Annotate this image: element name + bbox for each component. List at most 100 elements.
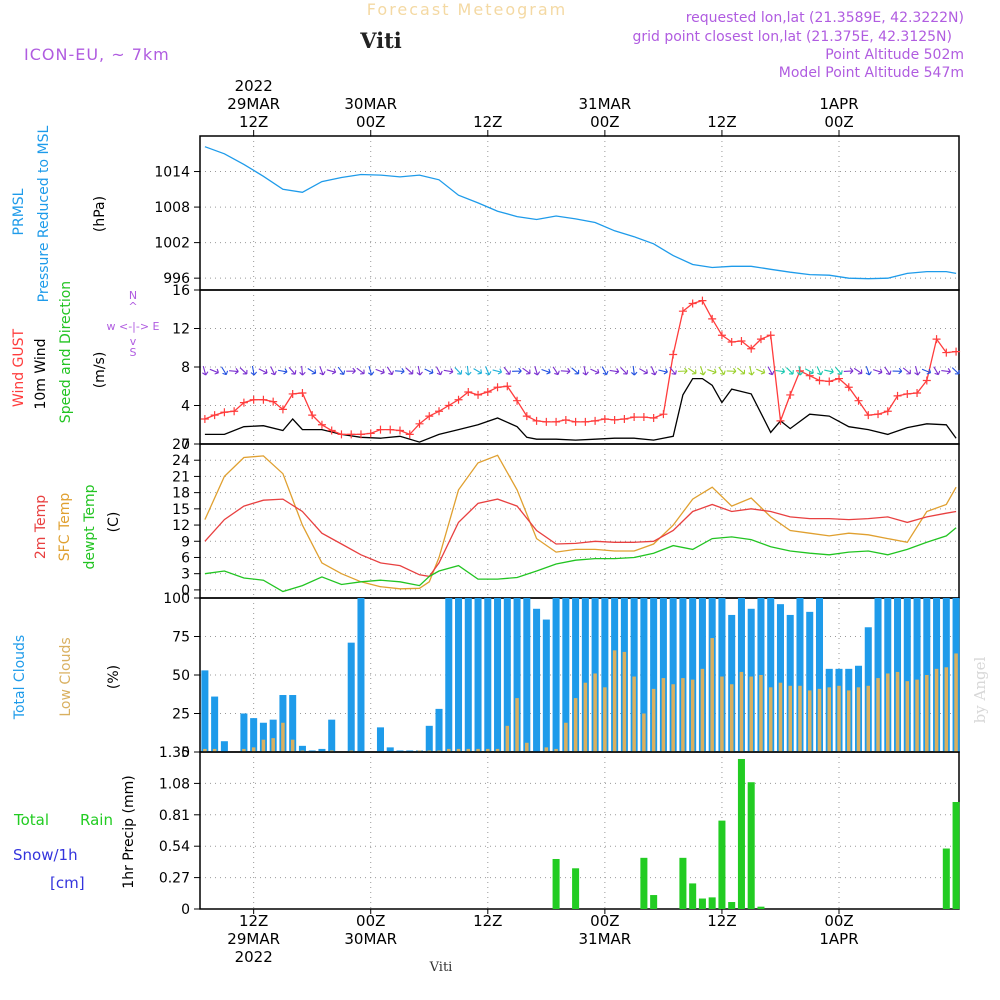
wind-speed-line [204, 377, 957, 443]
wind-direction-arrow [796, 365, 804, 376]
y-tick-label: 1.35 [159, 745, 190, 761]
gust-marker [356, 430, 365, 439]
low-cloud-bar [271, 738, 275, 752]
total-cloud-bar [542, 619, 550, 752]
total-cloud-bar [669, 598, 677, 752]
pressure-unit: (hPa) [92, 196, 108, 232]
low-cloud-bar [866, 685, 871, 752]
top-time-label: 1APR [819, 95, 858, 113]
gust-marker [308, 411, 317, 420]
bottom-time-label: 31MAR [579, 930, 632, 948]
wind-direction-arrow [699, 366, 706, 376]
total-cloud-bar [259, 722, 267, 752]
gust-marker [220, 408, 229, 417]
low-cloud-bar [759, 675, 763, 752]
gust-marker [708, 314, 717, 323]
gust-marker [366, 429, 375, 438]
wind-direction-arrow [865, 366, 872, 376]
total-cloud-bar [572, 598, 580, 752]
total-cloud-bar [640, 598, 648, 752]
bottom-time-label: 12Z [473, 912, 502, 930]
gust-marker [298, 388, 307, 397]
temp2m-label: 2m Temp [33, 495, 49, 559]
low-cloud-bar [671, 684, 675, 752]
total-cloud-bar [903, 598, 911, 752]
gust-marker [464, 388, 473, 397]
total-cloud-bar [776, 604, 784, 752]
bottom-time-label: 29MAR [227, 930, 280, 948]
low-cloud-bar [329, 750, 334, 752]
y-tick-label: 27 [172, 437, 190, 453]
wind-direction-arrow [367, 366, 375, 376]
gust-marker [620, 414, 629, 423]
low-cloud-bar [290, 739, 295, 752]
gust-marker [386, 425, 395, 434]
total-cloud-bar [494, 598, 502, 752]
gust-marker [269, 397, 278, 406]
gust-marker [786, 390, 795, 399]
rain-bar [572, 868, 580, 909]
gust-marker [200, 414, 209, 423]
total-cloud-bar [269, 719, 277, 752]
rain-bar [737, 758, 745, 909]
wind-direction-arrow [250, 365, 258, 376]
bottom-time-label: 00Z [590, 912, 619, 930]
low-cloud-bar [495, 748, 500, 752]
low-cloud-bar [212, 748, 217, 752]
low-cloud-bar [681, 678, 685, 752]
wind-direction-arrow [277, 368, 288, 375]
bottom-time-label: 00Z [356, 912, 385, 930]
gust-marker [561, 415, 570, 424]
gust-marker [395, 426, 404, 435]
total-cloud-bar [679, 598, 687, 752]
wind-direction-arrow [221, 366, 229, 376]
wind-direction-arrow [707, 368, 717, 375]
top-time-label: 2022 [235, 77, 273, 95]
gust-marker [435, 407, 444, 416]
low-cloud-bar [798, 685, 802, 752]
wind-direction-arrow [522, 367, 531, 375]
gust-marker [415, 419, 424, 428]
low-cloud-bar [847, 690, 851, 752]
top-time-label: 30MAR [344, 95, 397, 113]
wind-direction-arrow [748, 365, 755, 376]
wind-direction-arrow [288, 367, 297, 375]
top-time-label: 00Z [824, 113, 853, 131]
footer-station: Viti [429, 960, 453, 975]
low-cloud-bar [417, 750, 422, 752]
gust-marker [942, 348, 951, 357]
wind-direction-arrow [892, 367, 903, 375]
wind-direction-arrow [307, 368, 317, 375]
low-cloud-bar [554, 748, 558, 752]
total-cloud-bar [767, 598, 775, 752]
low-cloud-bar [505, 725, 510, 752]
gust-marker [552, 417, 561, 426]
model-label: ICON-EU, ~ 7km [24, 45, 170, 64]
gust-marker [639, 413, 648, 422]
low-cloud-bar [895, 671, 900, 752]
low-cloud-bar [651, 688, 656, 752]
low-cloud-bar [915, 679, 919, 752]
y-tick-label: 0 [181, 437, 190, 453]
wind-direction-arrow [804, 368, 814, 375]
total-cloud-bar [396, 750, 404, 752]
wind-direction-arrow [202, 365, 209, 376]
total-cloud-bar [445, 598, 453, 752]
wind-direction-arrow [873, 368, 883, 375]
wind-direction-arrow [541, 368, 551, 375]
y-tick-label: 15 [172, 502, 190, 518]
wind-direction-arrow [582, 365, 589, 376]
svg-text:S: S [130, 346, 137, 359]
gust-marker [483, 388, 492, 397]
gust-marker [805, 371, 814, 380]
total-cloud-bar [581, 598, 589, 752]
low-cloud-bar [242, 748, 246, 752]
wind-direction-arrow [465, 365, 472, 376]
wind-direction-arrow [658, 368, 668, 375]
y-tick-label: 996 [163, 271, 190, 287]
wind-panel: 0 4 8 12 16 [172, 283, 961, 453]
gust-marker [376, 425, 385, 434]
wind-direction-arrow [914, 365, 921, 376]
total-cloud-bar [220, 741, 228, 752]
low-cloud-bar [817, 688, 822, 752]
